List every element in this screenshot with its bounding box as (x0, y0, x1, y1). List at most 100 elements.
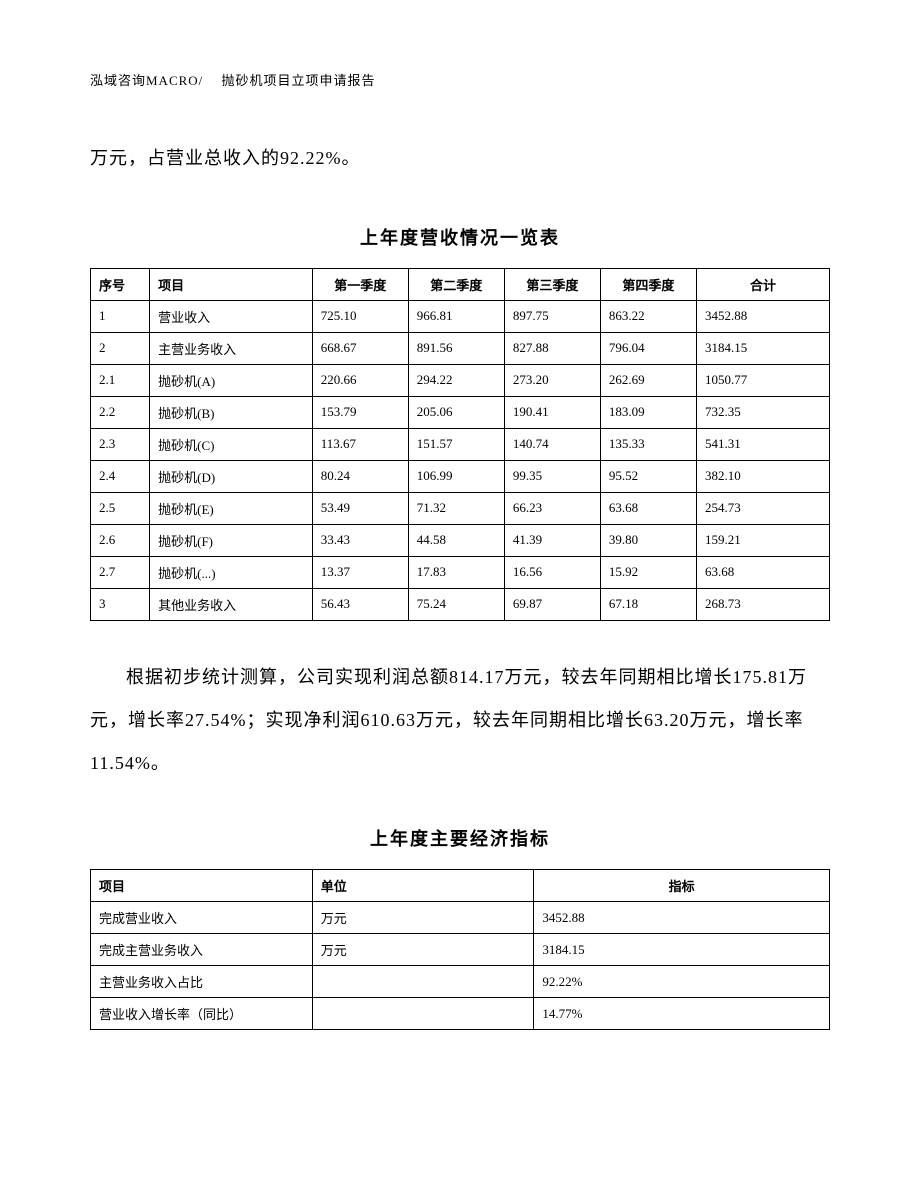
table-cell: 796.04 (600, 332, 696, 364)
table-cell: 万元 (312, 902, 534, 934)
table2-title: 上年度主要经济指标 (90, 825, 830, 851)
table-row: 2.4抛砂机(D)80.24106.9999.3595.52382.10 (91, 460, 830, 492)
table-cell: 1050.77 (696, 364, 829, 396)
table-cell: 63.68 (600, 492, 696, 524)
col-item: 项目 (91, 870, 313, 902)
table-cell: 53.49 (312, 492, 408, 524)
table-cell: 205.06 (408, 396, 504, 428)
table-row: 2.2抛砂机(B)153.79205.06190.41183.09732.35 (91, 396, 830, 428)
table-row: 3其他业务收入56.4375.2469.8767.18268.73 (91, 588, 830, 620)
table-cell: 190.41 (504, 396, 600, 428)
table-cell: 897.75 (504, 300, 600, 332)
table-cell: 2.4 (91, 460, 150, 492)
table-cell (312, 966, 534, 998)
table-cell: 2.7 (91, 556, 150, 588)
table-row: 2.1抛砂机(A)220.66294.22273.20262.691050.77 (91, 364, 830, 396)
table-cell: 主营业务收入占比 (91, 966, 313, 998)
table-cell: 99.35 (504, 460, 600, 492)
table-cell: 106.99 (408, 460, 504, 492)
table-cell: 891.56 (408, 332, 504, 364)
table-row: 2.3抛砂机(C)113.67151.57140.74135.33541.31 (91, 428, 830, 460)
table-cell: 营业收入增长率（同比） (91, 998, 313, 1030)
table-cell: 135.33 (600, 428, 696, 460)
table-cell: 863.22 (600, 300, 696, 332)
table-row: 主营业务收入占比 92.22% (91, 966, 830, 998)
table-header-row: 序号 项目 第一季度 第二季度 第三季度 第四季度 合计 (91, 268, 830, 300)
table-cell: 39.80 (600, 524, 696, 556)
table-cell: 2.1 (91, 364, 150, 396)
table-cell: 3452.88 (534, 902, 830, 934)
table-cell: 827.88 (504, 332, 600, 364)
table-cell: 966.81 (408, 300, 504, 332)
table-cell: 541.31 (696, 428, 829, 460)
table-cell: 抛砂机(...) (150, 556, 313, 588)
col-index: 序号 (91, 268, 150, 300)
table-cell: 66.23 (504, 492, 600, 524)
profit-paragraph: 根据初步统计测算，公司实现利润总额814.17万元，较去年同期相比增长175.8… (90, 656, 830, 786)
table-cell: 抛砂机(D) (150, 460, 313, 492)
table-cell: 2.6 (91, 524, 150, 556)
table-row: 营业收入增长率（同比）14.77% (91, 998, 830, 1030)
table-row: 2.7抛砂机(...)13.3717.8316.5615.9263.68 (91, 556, 830, 588)
table-cell: 220.66 (312, 364, 408, 396)
table-header-row: 项目 单位 指标 (91, 870, 830, 902)
table-cell: 69.87 (504, 588, 600, 620)
table-cell: 56.43 (312, 588, 408, 620)
table-cell: 3 (91, 588, 150, 620)
col-item: 项目 (150, 268, 313, 300)
table-cell: 382.10 (696, 460, 829, 492)
table-cell: 抛砂机(A) (150, 364, 313, 396)
table-cell: 151.57 (408, 428, 504, 460)
table-cell: 668.67 (312, 332, 408, 364)
table-cell: 71.32 (408, 492, 504, 524)
table-cell: 主营业务收入 (150, 332, 313, 364)
table-cell: 75.24 (408, 588, 504, 620)
col-indicator: 指标 (534, 870, 830, 902)
table-cell: 2.5 (91, 492, 150, 524)
table-cell: 262.69 (600, 364, 696, 396)
table-cell: 2.2 (91, 396, 150, 428)
table-cell: 153.79 (312, 396, 408, 428)
table1-title: 上年度营收情况一览表 (90, 224, 830, 250)
table-cell: 万元 (312, 934, 534, 966)
col-q4: 第四季度 (600, 268, 696, 300)
col-unit: 单位 (312, 870, 534, 902)
table-cell: 268.73 (696, 588, 829, 620)
table-row: 1营业收入725.10966.81897.75863.223452.88 (91, 300, 830, 332)
table-cell: 抛砂机(F) (150, 524, 313, 556)
table-cell: 2.3 (91, 428, 150, 460)
table-cell: 725.10 (312, 300, 408, 332)
table-row: 完成主营业务收入万元3184.15 (91, 934, 830, 966)
table-row: 2.6抛砂机(F)33.4344.5841.3939.80159.21 (91, 524, 830, 556)
table-row: 完成营业收入万元3452.88 (91, 902, 830, 934)
table-cell: 159.21 (696, 524, 829, 556)
table-cell: 抛砂机(B) (150, 396, 313, 428)
table-cell: 13.37 (312, 556, 408, 588)
table-cell: 抛砂机(E) (150, 492, 313, 524)
table-cell: 44.58 (408, 524, 504, 556)
table-cell: 抛砂机(C) (150, 428, 313, 460)
table-cell: 3184.15 (534, 934, 830, 966)
col-q3: 第三季度 (504, 268, 600, 300)
table-cell: 254.73 (696, 492, 829, 524)
table-cell: 273.20 (504, 364, 600, 396)
table-cell: 3184.15 (696, 332, 829, 364)
table-cell: 3452.88 (696, 300, 829, 332)
table-cell: 294.22 (408, 364, 504, 396)
col-q1: 第一季度 (312, 268, 408, 300)
table-cell: 17.83 (408, 556, 504, 588)
table-cell: 92.22% (534, 966, 830, 998)
table-cell (312, 998, 534, 1030)
table-cell: 1 (91, 300, 150, 332)
col-total: 合计 (696, 268, 829, 300)
table-cell: 732.35 (696, 396, 829, 428)
table-cell: 15.92 (600, 556, 696, 588)
revenue-table: 序号 项目 第一季度 第二季度 第三季度 第四季度 合计 1营业收入725.10… (90, 268, 830, 621)
table-cell: 140.74 (504, 428, 600, 460)
table-cell: 95.52 (600, 460, 696, 492)
table-cell: 完成营业收入 (91, 902, 313, 934)
table-row: 2.5抛砂机(E)53.4971.3266.2363.68254.73 (91, 492, 830, 524)
table-cell: 80.24 (312, 460, 408, 492)
table-cell: 183.09 (600, 396, 696, 428)
indicator-table: 项目 单位 指标 完成营业收入万元3452.88完成主营业务收入万元3184.1… (90, 869, 830, 1030)
